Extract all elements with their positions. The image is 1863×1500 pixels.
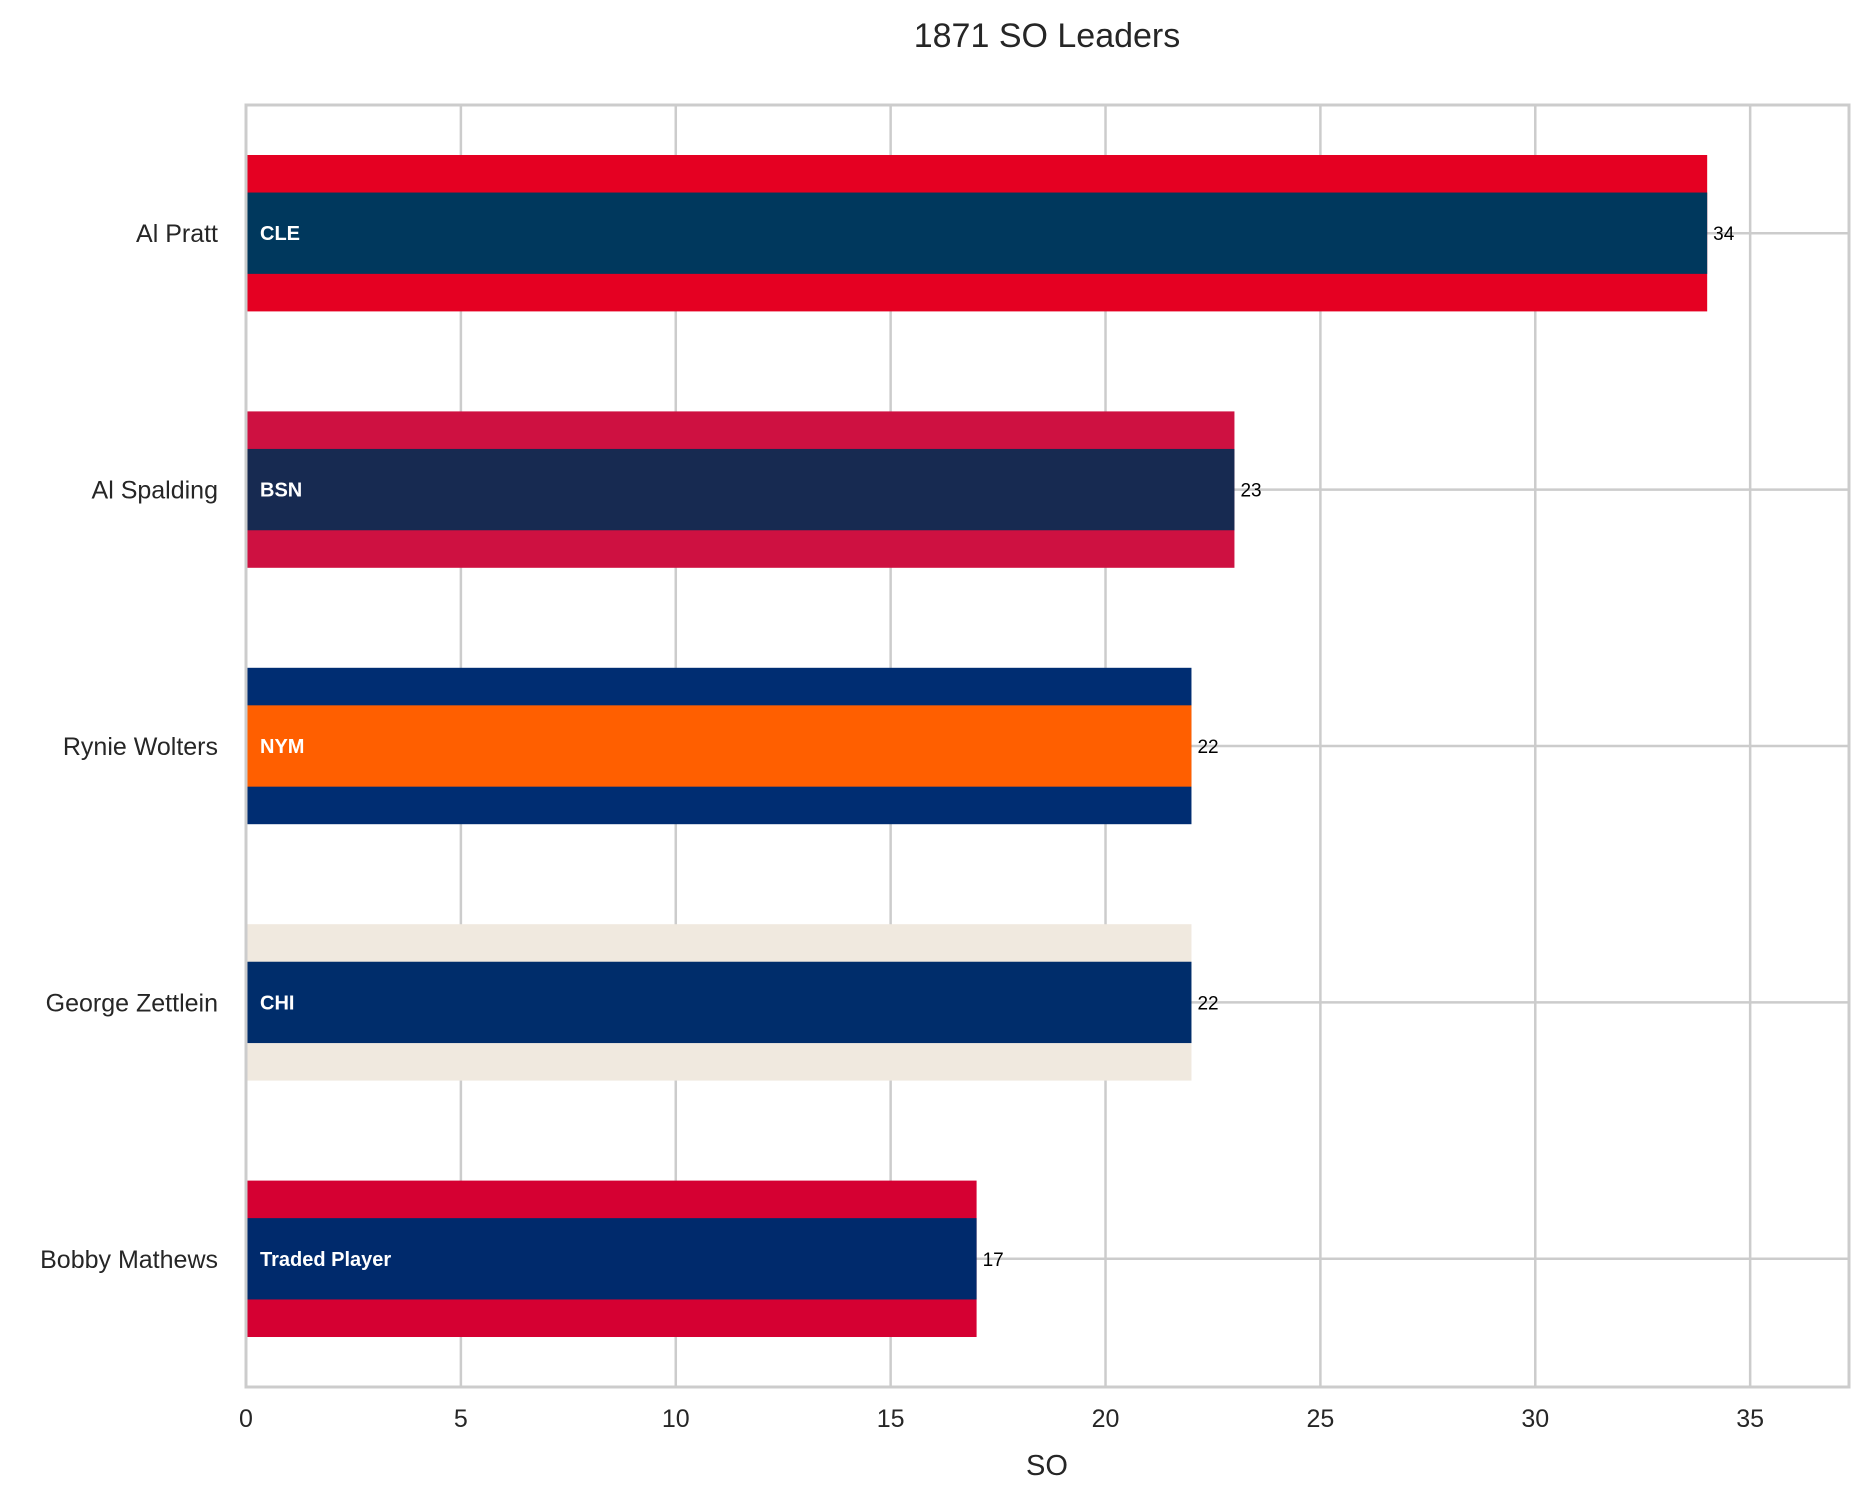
- x-tick-label: 30: [1521, 1405, 1549, 1433]
- y-tick-layer: Al Pratt Al Spalding Rynie Wolters George Z…: [40, 220, 218, 1274]
- x-tick-label: 5: [454, 1405, 468, 1433]
- bar-layer: CLE 34 BSN 23 NYM 22 CHI 22 Traded Player 17: [246, 154, 1735, 1338]
- x-tick-label: 20: [1092, 1405, 1120, 1433]
- x-tick-label: 15: [877, 1405, 905, 1433]
- bar-inner: [246, 448, 1235, 531]
- bar-team-label: CHI: [260, 992, 294, 1014]
- category-label: Rynie Wolters: [63, 733, 218, 761]
- category-label: George Zettlein: [46, 989, 218, 1017]
- bar-group: NYM 22: [246, 667, 1219, 825]
- plot-frame: [244, 103, 1851, 1389]
- bar-group: BSN 23: [246, 411, 1262, 568]
- x-tick-label: 35: [1736, 1405, 1764, 1433]
- bar-inner: [246, 1218, 977, 1300]
- x-tick-layer: 0 5 10 15 20 25 30 35: [239, 1405, 1764, 1433]
- bar-value-label: 22: [1197, 993, 1218, 1014]
- bar-value-label: 34: [1713, 224, 1735, 245]
- bar-value-label: 22: [1197, 737, 1218, 758]
- bar-value-label: 17: [983, 1250, 1004, 1271]
- bar-value-label: 23: [1240, 481, 1261, 502]
- x-tick-label: 0: [239, 1405, 253, 1433]
- bar-group: CLE 34: [246, 154, 1735, 312]
- bar-team-label: BSN: [260, 480, 302, 502]
- x-axis-label: SO: [1026, 1450, 1068, 1482]
- x-tick-label: 25: [1306, 1405, 1334, 1433]
- category-label: Al Spalding: [92, 477, 218, 505]
- category-label: Bobby Mathews: [40, 1246, 218, 1274]
- bar-team-label: Traded Player: [260, 1249, 391, 1271]
- chart-title: 1871 SO Leaders: [914, 17, 1181, 55]
- category-label: Al Pratt: [136, 220, 218, 248]
- bar-team-label: CLE: [260, 223, 300, 245]
- bar-inner: [246, 192, 1708, 274]
- bar-group: CHI 22: [246, 924, 1219, 1081]
- bar-team-label: NYM: [260, 736, 304, 758]
- bar-inner: [246, 961, 1192, 1044]
- bar-inner: [246, 705, 1192, 787]
- x-tick-label: 10: [662, 1405, 690, 1433]
- bar-group: Traded Player 17: [246, 1180, 1004, 1338]
